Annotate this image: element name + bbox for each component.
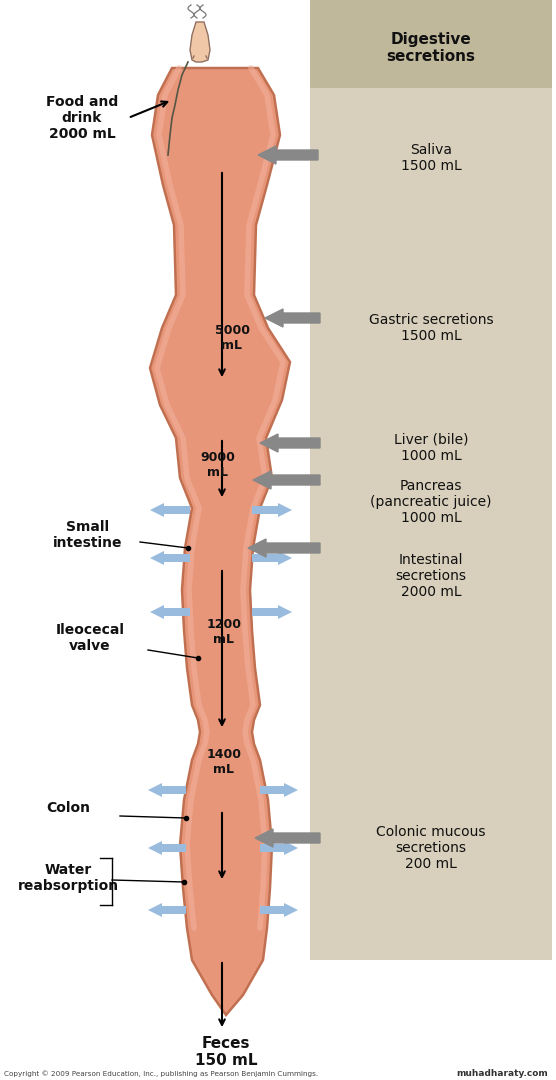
FancyArrow shape <box>260 903 298 917</box>
Text: muhadharaty.com: muhadharaty.com <box>456 1069 548 1079</box>
Text: Ileocecal
valve: Ileocecal valve <box>56 623 125 653</box>
FancyArrow shape <box>248 539 320 557</box>
FancyArrow shape <box>252 605 292 619</box>
FancyArrow shape <box>148 783 186 797</box>
FancyArrow shape <box>260 841 298 855</box>
FancyArrow shape <box>148 903 186 917</box>
FancyArrow shape <box>252 503 292 517</box>
Text: 9000
mL: 9000 mL <box>201 451 235 480</box>
FancyArrow shape <box>252 551 292 565</box>
Text: Liver (bile)
1000 mL: Liver (bile) 1000 mL <box>394 433 468 463</box>
Text: 5000
mL: 5000 mL <box>215 324 250 352</box>
Text: Pancreas
(pancreatic juice)
1000 mL: Pancreas (pancreatic juice) 1000 mL <box>370 478 492 525</box>
Text: 1200
mL: 1200 mL <box>206 618 241 646</box>
Text: Intestinal
secretions
2000 mL: Intestinal secretions 2000 mL <box>395 553 466 599</box>
Text: 1400
mL: 1400 mL <box>206 748 241 777</box>
Text: Feces
150 mL: Feces 150 mL <box>195 1036 257 1068</box>
FancyArrow shape <box>150 503 190 517</box>
Polygon shape <box>150 68 290 1015</box>
FancyArrow shape <box>253 471 320 489</box>
Text: Food and
drink
2000 mL: Food and drink 2000 mL <box>46 95 118 141</box>
Bar <box>310 87 552 960</box>
Bar <box>310 0 552 87</box>
FancyArrow shape <box>148 841 186 855</box>
Text: Water
reabsorption: Water reabsorption <box>17 863 118 893</box>
FancyArrow shape <box>260 434 320 453</box>
Text: Colon: Colon <box>46 801 90 815</box>
FancyArrow shape <box>265 309 320 327</box>
Text: Digestive
secretions: Digestive secretions <box>386 31 475 64</box>
Text: Copyright © 2009 Pearson Education, Inc., publishing as Pearson Benjamin Cumming: Copyright © 2009 Pearson Education, Inc.… <box>4 1070 318 1078</box>
FancyArrow shape <box>150 605 190 619</box>
FancyArrow shape <box>150 551 190 565</box>
Text: Small
intestine: Small intestine <box>53 519 123 550</box>
FancyArrow shape <box>258 146 318 164</box>
FancyArrow shape <box>255 829 320 847</box>
Polygon shape <box>190 22 210 62</box>
FancyArrow shape <box>260 783 298 797</box>
Text: Saliva
1500 mL: Saliva 1500 mL <box>401 143 461 173</box>
Text: Colonic mucous
secretions
200 mL: Colonic mucous secretions 200 mL <box>376 825 486 872</box>
Text: Gastric secretions
1500 mL: Gastric secretions 1500 mL <box>369 313 493 343</box>
